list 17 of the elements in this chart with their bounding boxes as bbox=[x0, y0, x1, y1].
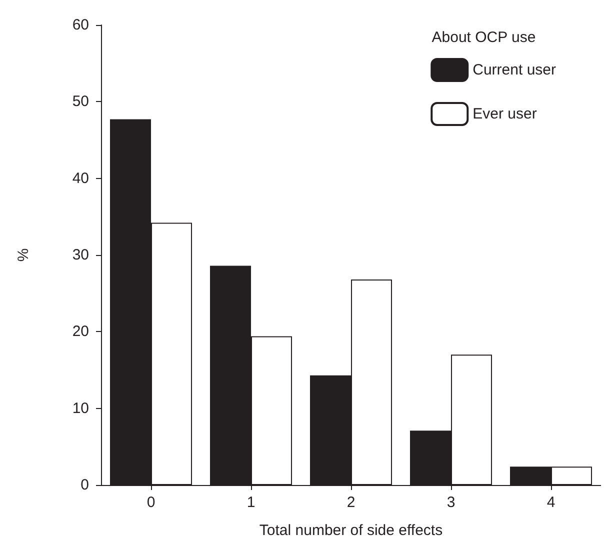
y-tick-label: 40 bbox=[72, 170, 89, 187]
y-tick-label: 10 bbox=[72, 400, 89, 417]
y-tick-label: 60 bbox=[72, 16, 89, 34]
legend-label: Current user bbox=[472, 62, 556, 78]
legend-label: Ever user bbox=[472, 106, 537, 122]
x-tick-label: 2 bbox=[346, 494, 356, 511]
x-axis-title: Total number of side effects bbox=[259, 522, 443, 539]
y-tick-label: 0 bbox=[80, 476, 89, 494]
x-tick-label: 4 bbox=[546, 494, 556, 511]
y-tick-label: 20 bbox=[72, 323, 89, 340]
y-tick-label: 30 bbox=[72, 246, 89, 264]
x-tick-label: 3 bbox=[446, 494, 456, 511]
x-tick-label: 1 bbox=[246, 494, 256, 511]
y-axis-title: % bbox=[15, 248, 32, 262]
legend-title: About OCP use bbox=[432, 29, 536, 46]
x-tick-label: 0 bbox=[146, 494, 156, 511]
y-tick-label: 50 bbox=[72, 93, 89, 110]
